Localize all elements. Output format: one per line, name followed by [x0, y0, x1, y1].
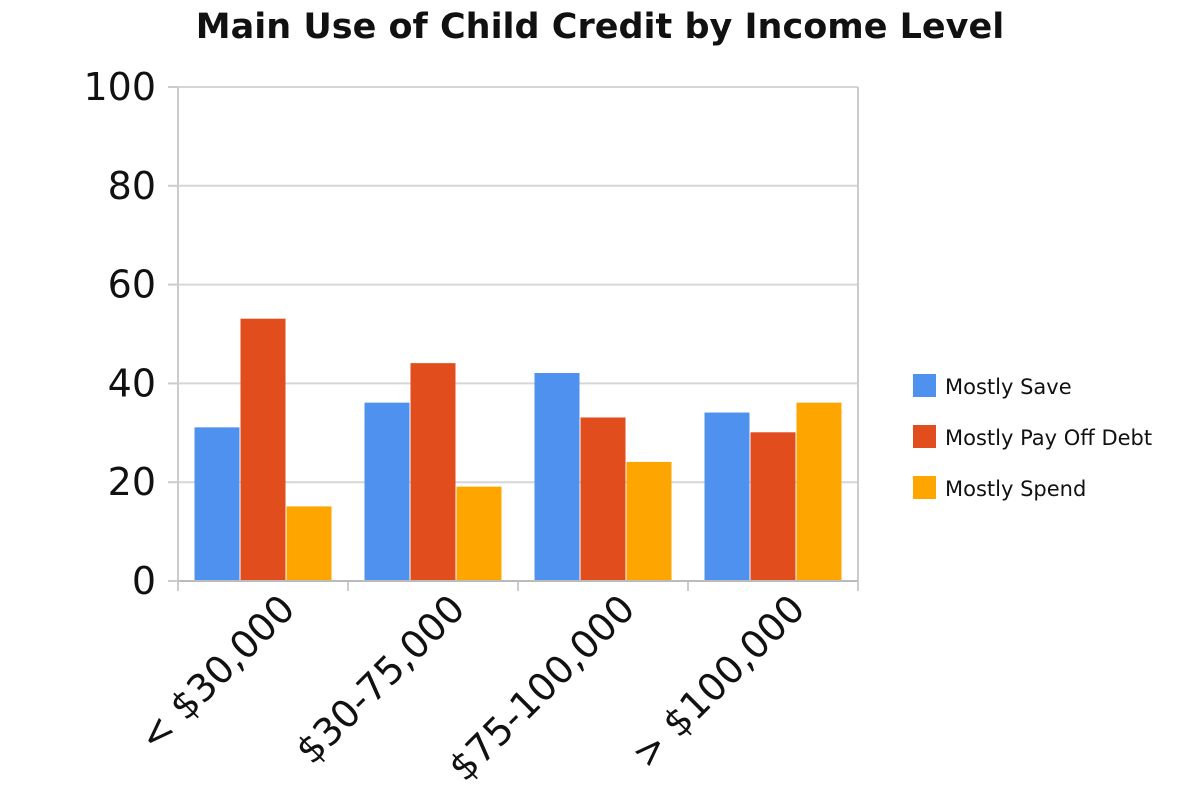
y-tick-label: 40	[108, 361, 156, 405]
legend-swatch	[913, 374, 936, 397]
legend: Mostly Save Mostly Pay Off Debt Mostly Spe…	[913, 374, 1152, 501]
y-tick-label: 0	[132, 559, 156, 603]
bar-mostly-save	[194, 427, 240, 582]
bar-mostly-spend	[456, 486, 502, 582]
axes	[168, 86, 859, 591]
bars	[194, 318, 842, 582]
y-tick-label: 60	[108, 263, 156, 307]
y-tick-label: 20	[108, 460, 156, 504]
x-tick-label: $30-75,000	[287, 586, 473, 772]
y-axis-ticks: 0 20 40 60 80 100	[83, 65, 156, 603]
x-tick-label: < $30,000	[130, 586, 303, 759]
bar-mostly-pay-off-debt	[410, 363, 456, 582]
bar-mostly-spend	[286, 506, 332, 582]
bar-mostly-save	[534, 373, 580, 582]
bar-mostly-spend	[626, 461, 672, 582]
x-axis-ticks: < $30,000$30-75,000$75-100,000> $100,000	[130, 586, 813, 789]
legend-label: Mostly Spend	[945, 477, 1086, 501]
legend-label: Mostly Save	[945, 375, 1072, 399]
chart-title: Main Use of Child Credit by Income Level	[196, 7, 1004, 47]
y-tick-label: 100	[83, 65, 156, 109]
bar-mostly-pay-off-debt	[750, 432, 796, 582]
bar-mostly-save	[364, 402, 410, 582]
bar-mostly-spend	[796, 402, 842, 582]
legend-swatch	[913, 476, 936, 499]
y-tick-label: 80	[108, 164, 156, 208]
bar-mostly-save	[704, 412, 750, 582]
bar-mostly-pay-off-debt	[580, 417, 626, 582]
legend-label: Mostly Pay Off Debt	[945, 426, 1152, 450]
x-tick-label: > $100,000	[623, 586, 813, 776]
legend-swatch	[913, 425, 936, 448]
bar-mostly-pay-off-debt	[240, 318, 286, 582]
